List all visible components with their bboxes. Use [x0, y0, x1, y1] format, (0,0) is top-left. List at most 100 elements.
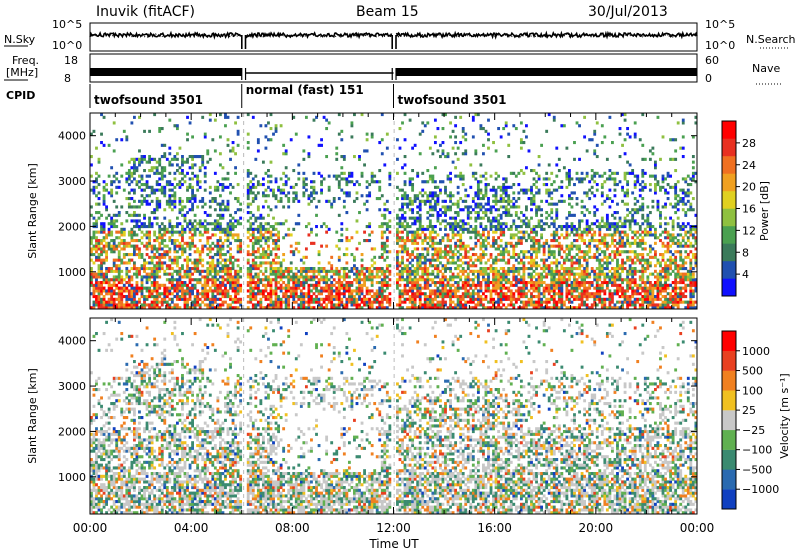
- heatmap-cell: [112, 239, 116, 243]
- heatmap-cell: [512, 191, 516, 195]
- heatmap-cell: [312, 292, 316, 296]
- heatmap-cell: [370, 264, 374, 268]
- heatmap-cell: [236, 289, 240, 293]
- heatmap-cell: [327, 174, 331, 178]
- heatmap-cell: [287, 267, 291, 271]
- heatmap-cell: [464, 194, 468, 198]
- heatmap-cell: [216, 180, 220, 184]
- heatmap-cell: [441, 300, 445, 304]
- heatmap-cell: [307, 194, 311, 198]
- heatmap-cell: [363, 202, 366, 206]
- heatmap-cell: [439, 281, 442, 285]
- heatmap-cell: [441, 236, 445, 240]
- heatmap-cell: [322, 289, 326, 293]
- heatmap-cell: [193, 269, 197, 273]
- heatmap-cell: [512, 292, 516, 296]
- heatmap-cell: [216, 219, 220, 223]
- heatmap-cell: [221, 241, 225, 245]
- heatmap-cell: [555, 258, 559, 262]
- heatmap-cell: [512, 205, 516, 209]
- heatmap-cell: [565, 236, 569, 240]
- heatmap-cell: [97, 281, 101, 285]
- heatmap-cell: [254, 250, 258, 254]
- heatmap-cell: [261, 227, 265, 231]
- heatmap-cell: [408, 306, 412, 310]
- heatmap-cell: [155, 297, 159, 301]
- heatmap-cell: [363, 149, 366, 153]
- heatmap-cell: [428, 289, 432, 293]
- heatmap-cell: [173, 205, 177, 209]
- heatmap-cell: [499, 283, 503, 287]
- heatmap-cell: [249, 222, 253, 226]
- heatmap-cell: [287, 286, 291, 290]
- heatmap-cell: [191, 194, 194, 198]
- heatmap-cell: [537, 244, 541, 248]
- heatmap-cell: [145, 278, 149, 282]
- frequency-panel: Freq. [MHz] 18 8 60 0 Nave: [4, 53, 782, 85]
- heatmap-cell: [178, 202, 182, 206]
- heatmap-cell: [388, 264, 392, 268]
- heatmap-cell: [181, 155, 184, 159]
- heatmap-cell: [476, 292, 480, 296]
- heatmap-cell: [148, 155, 151, 159]
- heatmap-cell: [368, 289, 372, 293]
- heatmap-cell: [274, 281, 278, 285]
- heatmap-cell: [583, 278, 587, 282]
- heatmap-cell: [497, 278, 501, 282]
- heatmap-cell: [322, 269, 326, 273]
- heatmap-cell: [120, 261, 124, 265]
- heatmap-cell: [494, 188, 498, 192]
- heatmap-cell: [191, 300, 194, 304]
- heatmap-cell: [433, 258, 437, 262]
- heatmap-cell: [304, 275, 308, 279]
- heatmap-cell: [100, 258, 103, 262]
- heatmap-cell: [330, 286, 334, 290]
- heatmap-cell: [580, 295, 584, 299]
- heatmap-cell: [231, 275, 235, 279]
- heatmap-cell: [466, 261, 470, 265]
- heatmap-cell: [208, 255, 212, 259]
- heatmap-cell: [267, 303, 270, 307]
- heatmap-cell: [416, 255, 420, 259]
- heatmap-cell: [183, 303, 187, 307]
- heatmap-cell: [418, 208, 422, 212]
- heatmap-cell: [112, 225, 116, 229]
- heatmap-cell: [560, 233, 564, 237]
- heatmap-cell: [213, 281, 217, 285]
- heatmap-cell: [492, 141, 495, 145]
- heatmap-cell: [482, 306, 485, 310]
- heatmap-cell: [148, 303, 151, 307]
- heatmap-cell: [484, 244, 488, 248]
- heatmap-cell: [433, 202, 437, 206]
- heatmap-cell: [337, 289, 341, 293]
- heatmap-cell: [565, 177, 569, 181]
- heatmap-cell: [560, 283, 564, 287]
- heatmap-cell: [476, 194, 480, 198]
- heatmap-cell: [181, 227, 184, 231]
- heatmap-cell: [117, 211, 121, 215]
- heatmap-cell: [383, 222, 387, 226]
- heatmap-cell: [408, 295, 412, 299]
- heatmap-cell: [461, 292, 465, 296]
- heatmap-cell: [345, 236, 349, 240]
- heatmap-cell: [471, 171, 475, 175]
- heatmap-cell: [115, 286, 119, 290]
- heatmap-cell: [532, 283, 536, 287]
- heatmap-cell: [494, 191, 498, 195]
- heatmap-cell: [188, 241, 192, 245]
- heatmap-cell: [264, 236, 268, 240]
- heatmap-cell: [494, 292, 498, 296]
- heatmap-cell: [459, 219, 463, 223]
- heatmap-cell: [163, 227, 167, 231]
- heatmap-cell: [560, 281, 564, 285]
- heatmap-cell: [143, 199, 146, 203]
- heatmap-cell: [428, 297, 432, 301]
- heatmap-cell: [426, 269, 430, 273]
- heatmap-cell: [229, 281, 232, 285]
- heatmap-cell: [107, 292, 111, 296]
- heatmap-cell: [130, 171, 134, 175]
- heatmap-cell: [479, 300, 483, 304]
- heatmap-cell: [196, 281, 200, 285]
- heatmap-cell: [570, 283, 574, 287]
- heatmap-cell: [492, 303, 495, 307]
